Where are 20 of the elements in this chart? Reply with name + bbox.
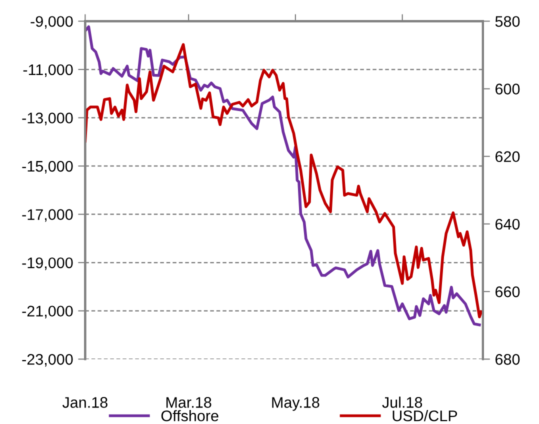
y2-tick-label: 620 [496, 151, 520, 162]
y-tick-label: -15,000 [22, 160, 73, 174]
y-tick-label: -19,000 [22, 257, 73, 270]
y2-tick-label: 680 [496, 354, 520, 365]
x-tick-label: Jan.18 [62, 397, 108, 408]
legend-label: Offshore [161, 410, 218, 422]
y-tick-label: -11,000 [23, 64, 73, 77]
y2-tick-label: 600 [496, 84, 520, 94]
y-tick-label: -17,000 [22, 209, 73, 222]
y-tick-label: -23,000 [22, 354, 73, 367]
x-tick-label: Mar.18 [166, 397, 212, 408]
x-tick-label: May.18 [272, 397, 320, 411]
y2-tick-label: 660 [496, 286, 520, 298]
y2-tick-label: 640 [496, 218, 520, 230]
y-tick-label: -9,000 [30, 16, 73, 29]
y-tick-label: -13,000 [22, 112, 73, 126]
x-tick-label: Jul.18 [382, 396, 422, 408]
y-tick-label: -21,000 [22, 306, 73, 318]
legend-label: USD/CLP [392, 410, 458, 422]
y2-tick-label: 580 [495, 16, 520, 27]
